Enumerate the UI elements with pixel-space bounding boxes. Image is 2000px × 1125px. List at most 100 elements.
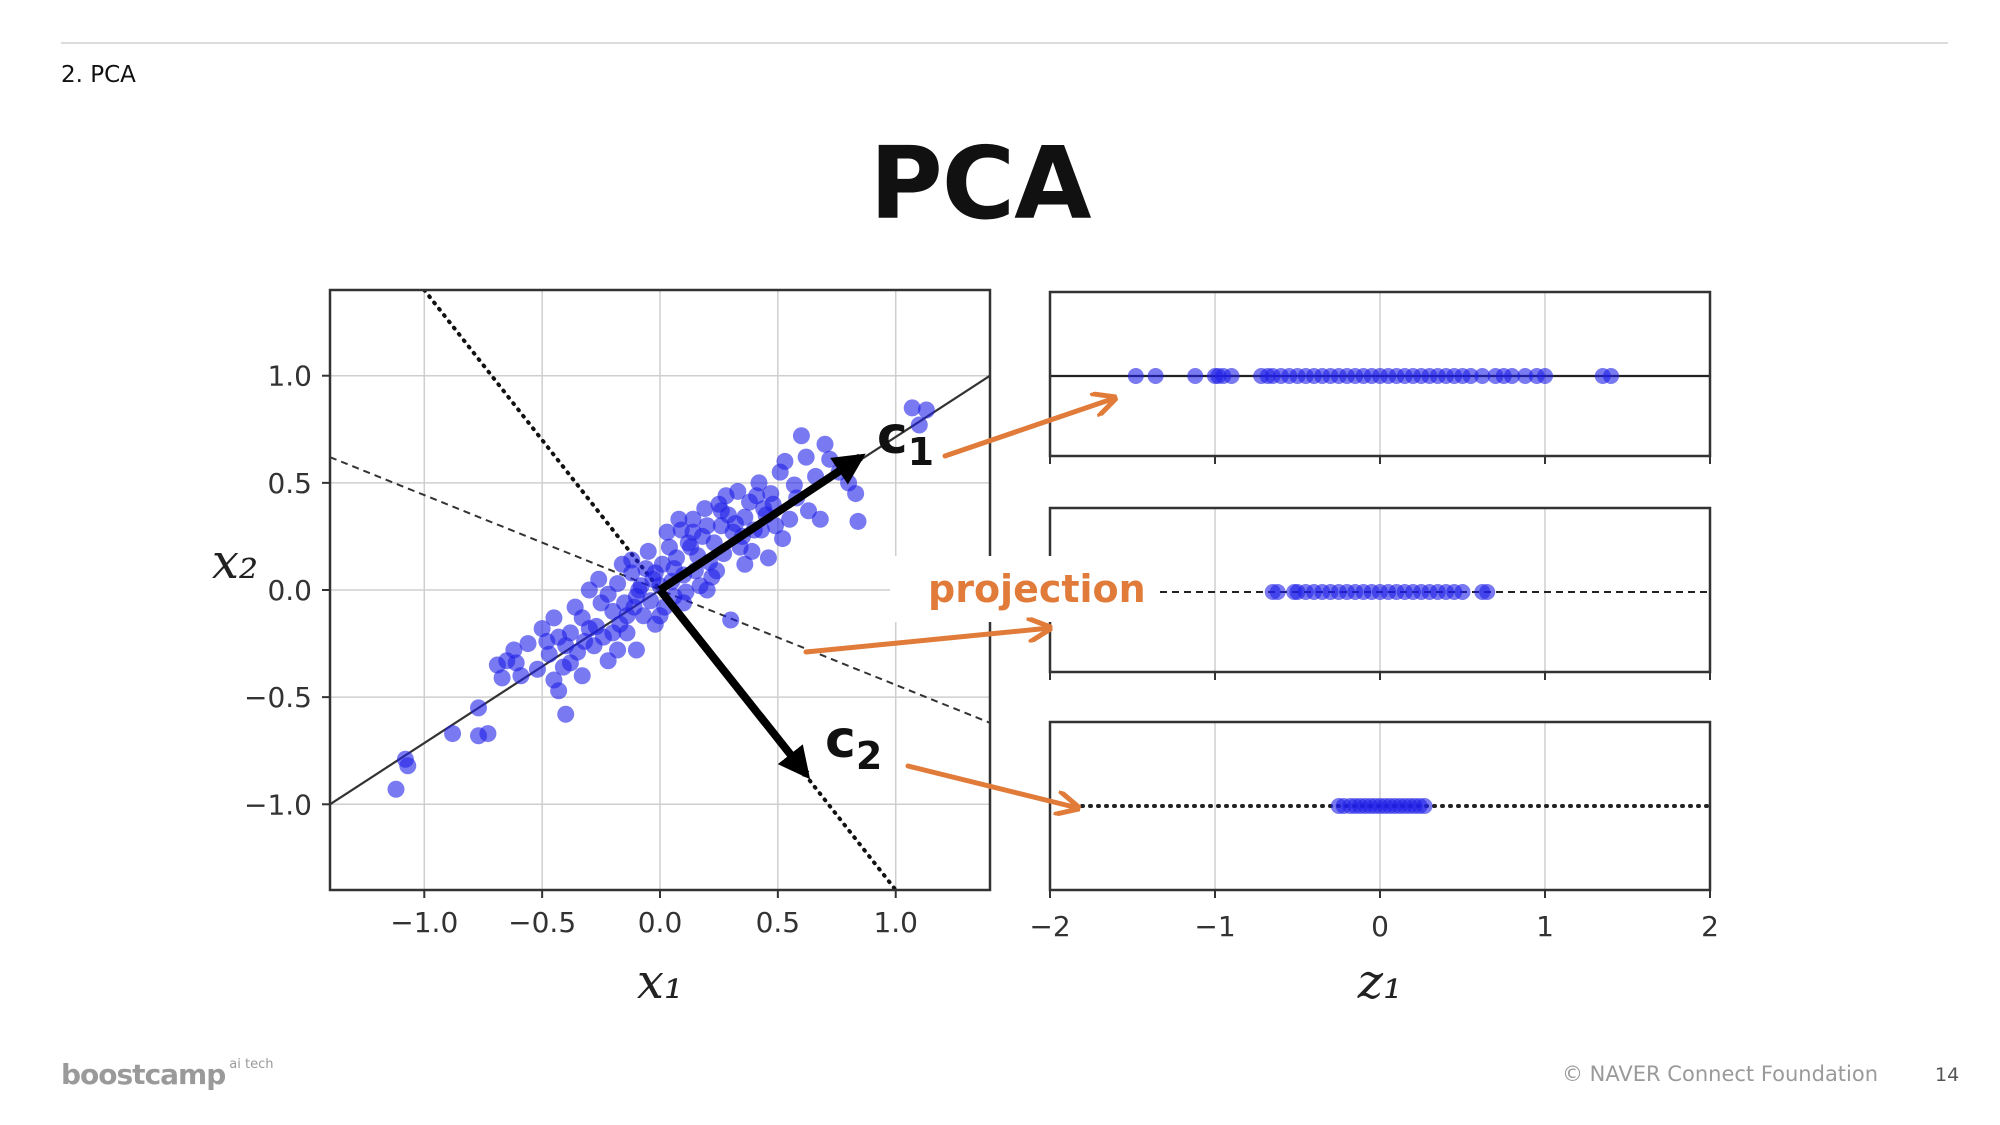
y-axis-label: x₂: [212, 534, 258, 590]
projection-arrow: [942, 398, 1115, 459]
data-point: [540, 645, 558, 663]
data-point: [712, 502, 730, 520]
data-point: [774, 530, 792, 548]
data-point: [587, 617, 605, 635]
dotted-line: [422, 290, 898, 890]
data-point: [917, 401, 935, 419]
projection-panel: [1048, 290, 1712, 464]
data-point: [590, 570, 608, 588]
projection-label: projection: [928, 567, 1146, 611]
projected-point: [1127, 368, 1144, 384]
panel-frame: [1048, 290, 1712, 458]
data-point: [576, 632, 594, 650]
data-point: [396, 750, 414, 768]
data-point: [800, 502, 817, 520]
data-point: [630, 581, 648, 599]
data-point: [696, 500, 714, 518]
data-point: [635, 607, 652, 625]
y-tick-label: 0.0: [267, 574, 312, 607]
data-point: [847, 485, 865, 503]
data-point: [797, 448, 815, 466]
data-point: [557, 705, 575, 723]
data-point: [545, 609, 563, 627]
data-point: [849, 512, 867, 530]
projected-point: [1416, 798, 1433, 814]
data-point: [736, 555, 754, 573]
scatter-plot-panel: −1.0 −0.5 0.0 0.5 1.0 1.0 0.5 0.0 −0.5 −1.0 c1 c2 x₁…: [212, 288, 992, 1010]
y-tick-label: 0.5: [267, 467, 312, 500]
y-tick-label: −1.0: [244, 788, 312, 821]
data-point: [717, 487, 735, 505]
data-point: [566, 598, 584, 616]
data-point: [665, 560, 683, 578]
projected-point: [1474, 368, 1491, 384]
data-point: [684, 510, 702, 528]
projected-point: [1269, 584, 1286, 600]
data-point: [781, 510, 799, 528]
data-point: [609, 641, 627, 659]
data-point: [748, 487, 766, 505]
z-tick-label: 2: [1701, 910, 1719, 943]
data-point: [722, 611, 740, 629]
data-point: [759, 549, 777, 567]
projected-point: [1462, 368, 1479, 384]
data-point: [910, 416, 928, 434]
z-axis-label: z₁: [1357, 954, 1403, 1010]
data-point: [618, 607, 636, 625]
data-point: [642, 592, 660, 610]
projection-arrow: [803, 628, 1050, 655]
data-point: [528, 660, 546, 678]
data-point: [573, 667, 591, 685]
data-point: [743, 542, 761, 560]
data-point: [599, 585, 617, 603]
slide-title: PCA: [869, 125, 1091, 242]
projection-panel: [1048, 506, 1712, 680]
z-tick-label: 1: [1536, 910, 1554, 943]
data-point: [512, 667, 530, 685]
projected-point: [1479, 584, 1496, 600]
projected-point: [1504, 368, 1520, 384]
x-tick-label: −0.5: [508, 906, 576, 939]
projected-point: [1537, 368, 1553, 384]
data-point: [444, 725, 462, 743]
section-label: 2. PCA: [61, 62, 136, 88]
data-point: [623, 551, 641, 569]
data-point: [505, 641, 523, 659]
data-point: [627, 641, 645, 659]
data-point: [708, 562, 726, 580]
data-point: [658, 523, 676, 541]
boostcamp-logo: boostcamp ai tech: [61, 1056, 274, 1091]
z-tick-label: −2: [1029, 910, 1070, 943]
data-point: [698, 581, 716, 599]
data-point: [550, 682, 568, 700]
data-point: [493, 669, 511, 687]
data-point: [639, 542, 657, 560]
data-point: [675, 594, 693, 612]
data-point: [750, 474, 768, 492]
data-point: [561, 624, 579, 642]
data-point: [387, 780, 405, 798]
panel-frame: [1048, 720, 1712, 892]
c1-label: c1: [877, 406, 934, 474]
projection-arrow: [905, 763, 1078, 808]
projected-point: [1223, 368, 1240, 384]
y-tick-label: 1.0: [267, 360, 312, 393]
principal-vector: [657, 453, 866, 594]
data-point: [507, 654, 525, 672]
data-point: [604, 602, 622, 620]
top-divider: [61, 42, 1948, 44]
data-point: [533, 620, 551, 638]
x-tick-label: 0.5: [756, 906, 801, 939]
copyright-text: © NAVER Connect Foundation: [1562, 1062, 1879, 1086]
data-point: [651, 607, 669, 625]
projected-point: [1454, 584, 1471, 600]
projected-point: [1603, 368, 1619, 384]
data-point: [726, 515, 744, 533]
data-point: [811, 510, 829, 528]
data-point: [618, 624, 636, 642]
z-tick-label: −1: [1194, 910, 1235, 943]
projected-point: [1187, 368, 1204, 384]
x-tick-label: 1.0: [873, 906, 918, 939]
data-point: [792, 427, 810, 445]
